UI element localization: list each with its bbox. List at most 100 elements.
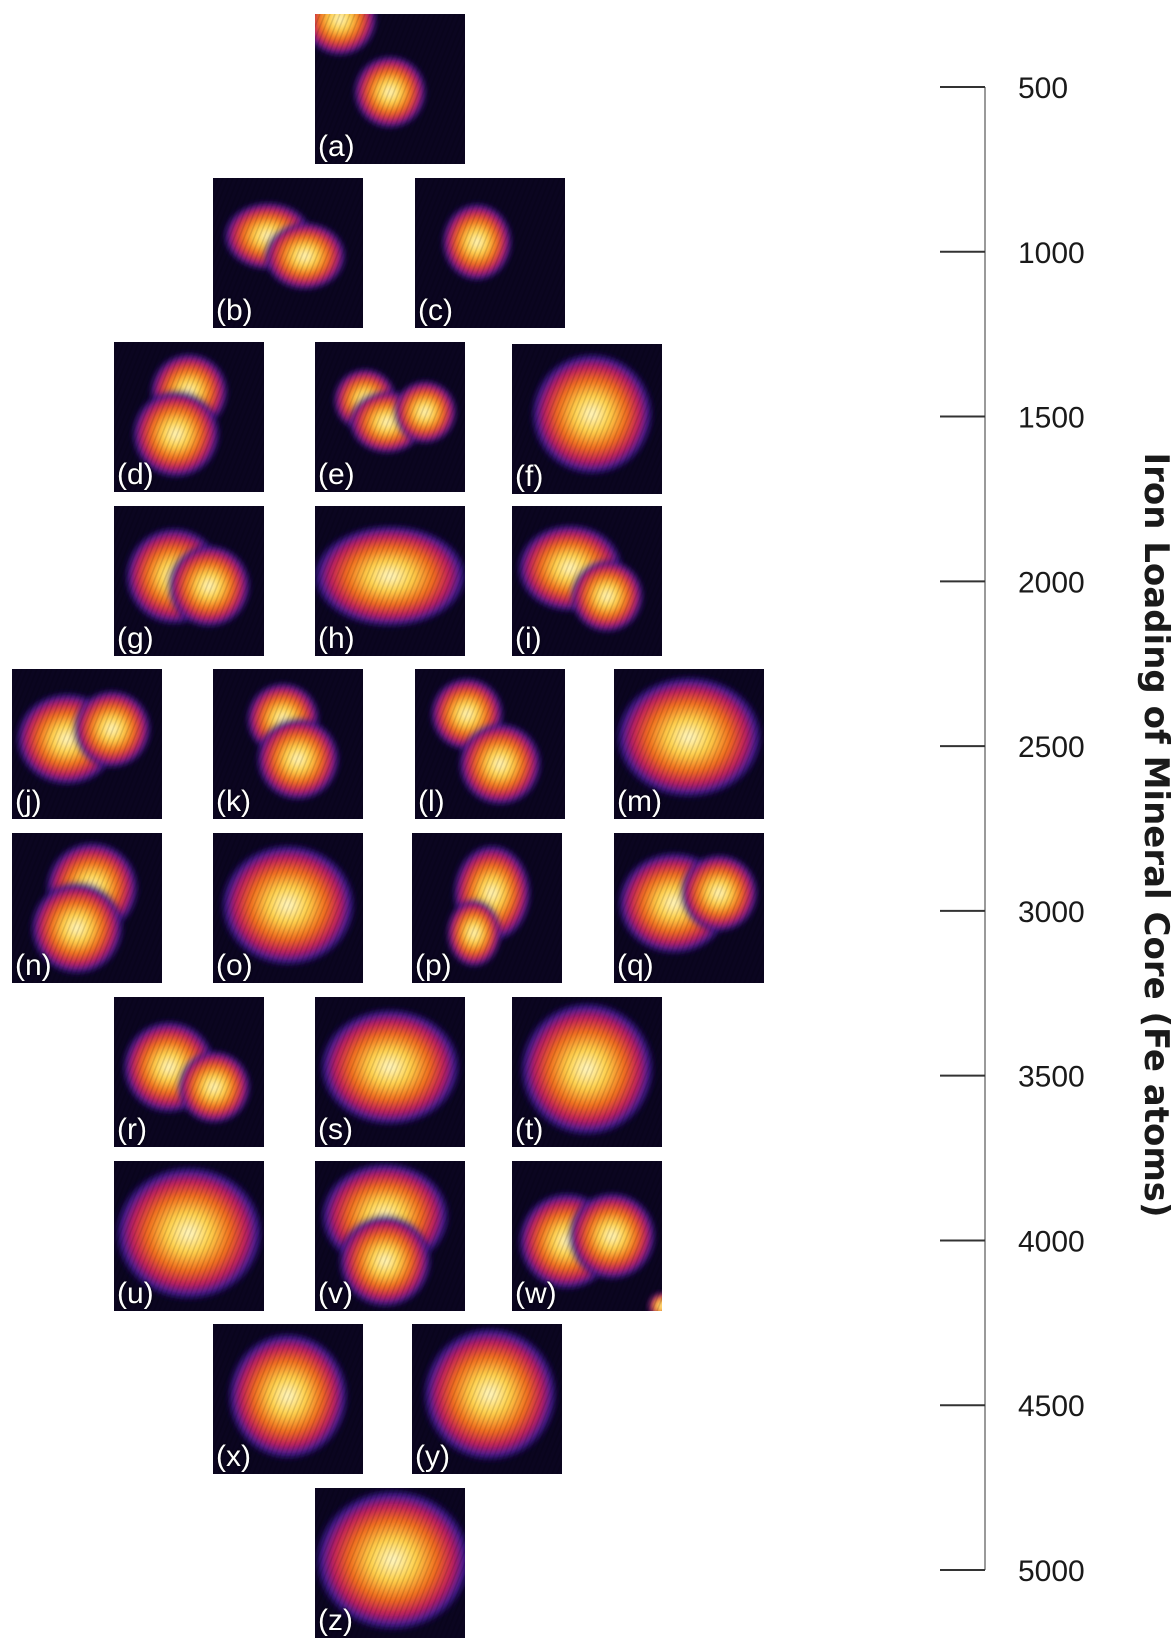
particle-core-lobe [518,1000,656,1138]
particle-image [512,506,662,656]
particle-core-lobe [614,674,764,800]
particle-image [512,1161,662,1311]
panel-label: (f) [515,460,544,493]
lattice-fringes [512,1161,662,1311]
particle-image [213,833,363,983]
particle-core-lobe [315,1488,465,1633]
panel-c: (c) [415,178,565,328]
particle-core-lobe [421,1325,559,1463]
particle-blob [222,201,347,291]
lattice-fringes [614,669,764,819]
particle-core-lobe [441,202,513,282]
particle-blob [616,850,759,956]
panel-g: (g) [114,506,264,656]
panel-k: (k) [213,669,363,819]
particle-blob [14,689,152,787]
panel-label: (q) [617,949,654,982]
particle-blob [446,843,532,968]
particle-image [315,1488,465,1638]
particle-image [315,14,465,164]
particle-image [315,1161,465,1311]
panel-label: (x) [216,1440,251,1473]
panel-label: (p) [415,949,452,982]
lattice-fringes [12,833,162,983]
panel-label: (b) [216,294,253,327]
panel-f: (f) [512,344,662,494]
particle-blob [114,1164,264,1302]
particle-image [315,506,465,656]
panel-x: (x) [213,1324,363,1474]
particle-blob [245,681,341,802]
panel-label: (n) [15,949,52,982]
panel-label: (k) [216,785,251,818]
particle-image [412,833,562,983]
particle-image [614,669,764,819]
particle-image [114,1161,264,1311]
particle-image [315,342,465,492]
scale-tick-label: 2500 [1018,731,1085,764]
particle-core-lobe [226,1331,350,1461]
particle-image [512,344,662,494]
panel-label: (u) [117,1277,154,1310]
particle-image [412,1324,562,1474]
lattice-fringes [114,342,264,492]
particle-blob [529,351,655,477]
particle-blob [318,1007,462,1127]
panel-a: (a) [315,14,465,164]
particle-blob [226,1331,350,1461]
particle-blob [315,523,465,629]
panel-label: (c) [418,294,453,327]
particle-blob [332,367,458,455]
particle-blob [441,202,513,282]
scale-tick-label: 2000 [1018,566,1085,599]
lattice-fringes [512,344,662,494]
lattice-fringes [213,178,363,328]
particle-core-lobe [392,379,458,445]
particle-blob [518,1000,656,1138]
panel-label: (h) [318,622,355,655]
panel-q: (q) [614,833,764,983]
lattice-fringes [315,14,465,164]
lattice-fringes [415,178,565,328]
particle-blob [421,1325,559,1463]
scale-tick-label: 1000 [1018,237,1085,270]
lattice-fringes [213,669,363,819]
particle-core-lobe [176,1049,252,1125]
particle-core-lobe [352,54,428,130]
particle-blob [352,54,428,130]
particle-core-lobe [569,558,645,634]
scale-tick-label: 5000 [1018,1555,1085,1588]
particle-image [114,342,264,492]
particle-blob [131,352,229,479]
particle-core-lobe [679,853,759,933]
lattice-fringes [315,1161,465,1311]
particle-blob [121,1019,252,1125]
lattice-fringes [412,1324,562,1474]
lattice-fringes [614,833,764,983]
particle-image [512,997,662,1147]
particle-image [315,997,465,1147]
particle-image [114,506,264,656]
panel-n: (n) [12,833,162,983]
particle-image [614,833,764,983]
lattice-fringes [315,1488,465,1638]
panel-label: (y) [415,1440,450,1473]
panel-i: (i) [512,506,662,656]
particle-blob [319,1161,451,1309]
panel-label: (o) [216,949,253,982]
panel-l: (l) [415,669,565,819]
lattice-fringes [512,997,662,1147]
panel-v: (v) [315,1161,465,1311]
panel-h: (h) [315,506,465,656]
lattice-fringes [114,1161,264,1311]
scale-axis-title: Iron Loading of Mineral Core (Fe atoms) [1136,452,1175,1217]
neighbor-particle-edge [315,14,378,57]
lattice-fringes [315,997,465,1147]
panel-label: (v) [318,1277,353,1310]
lattice-fringes [114,997,264,1147]
particle-core-lobe [263,221,347,291]
lattice-fringes [315,342,465,492]
panel-o: (o) [213,833,363,983]
particle-image [213,1324,363,1474]
